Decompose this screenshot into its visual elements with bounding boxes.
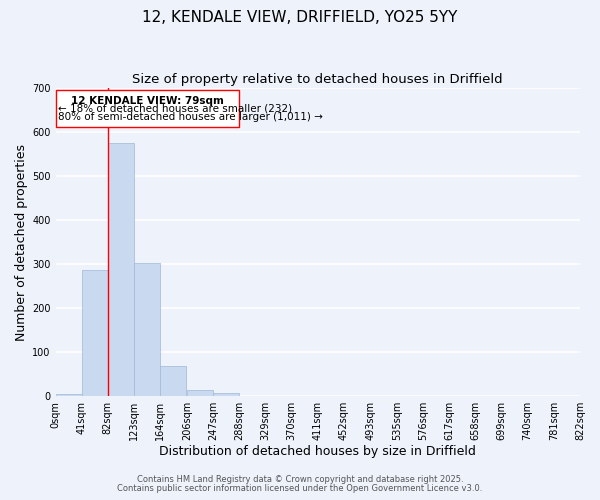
Text: ← 18% of detached houses are smaller (232): ← 18% of detached houses are smaller (23… <box>58 104 292 114</box>
Text: 80% of semi-detached houses are larger (1,011) →: 80% of semi-detached houses are larger (… <box>58 112 323 122</box>
Text: 12, KENDALE VIEW, DRIFFIELD, YO25 5YY: 12, KENDALE VIEW, DRIFFIELD, YO25 5YY <box>142 10 458 25</box>
Bar <box>134 263 160 396</box>
Bar <box>82 270 108 396</box>
Bar <box>213 392 239 396</box>
FancyBboxPatch shape <box>56 90 239 127</box>
Text: Contains public sector information licensed under the Open Government Licence v3: Contains public sector information licen… <box>118 484 482 493</box>
X-axis label: Distribution of detached houses by size in Driffield: Distribution of detached houses by size … <box>160 444 476 458</box>
Text: Contains HM Land Registry data © Crown copyright and database right 2025.: Contains HM Land Registry data © Crown c… <box>137 475 463 484</box>
Bar <box>187 390 213 396</box>
Bar <box>160 366 187 396</box>
Bar <box>108 143 134 396</box>
Bar <box>56 394 82 396</box>
Text: 12 KENDALE VIEW: 79sqm: 12 KENDALE VIEW: 79sqm <box>71 96 224 106</box>
Title: Size of property relative to detached houses in Driffield: Size of property relative to detached ho… <box>133 72 503 86</box>
Y-axis label: Number of detached properties: Number of detached properties <box>15 144 28 340</box>
